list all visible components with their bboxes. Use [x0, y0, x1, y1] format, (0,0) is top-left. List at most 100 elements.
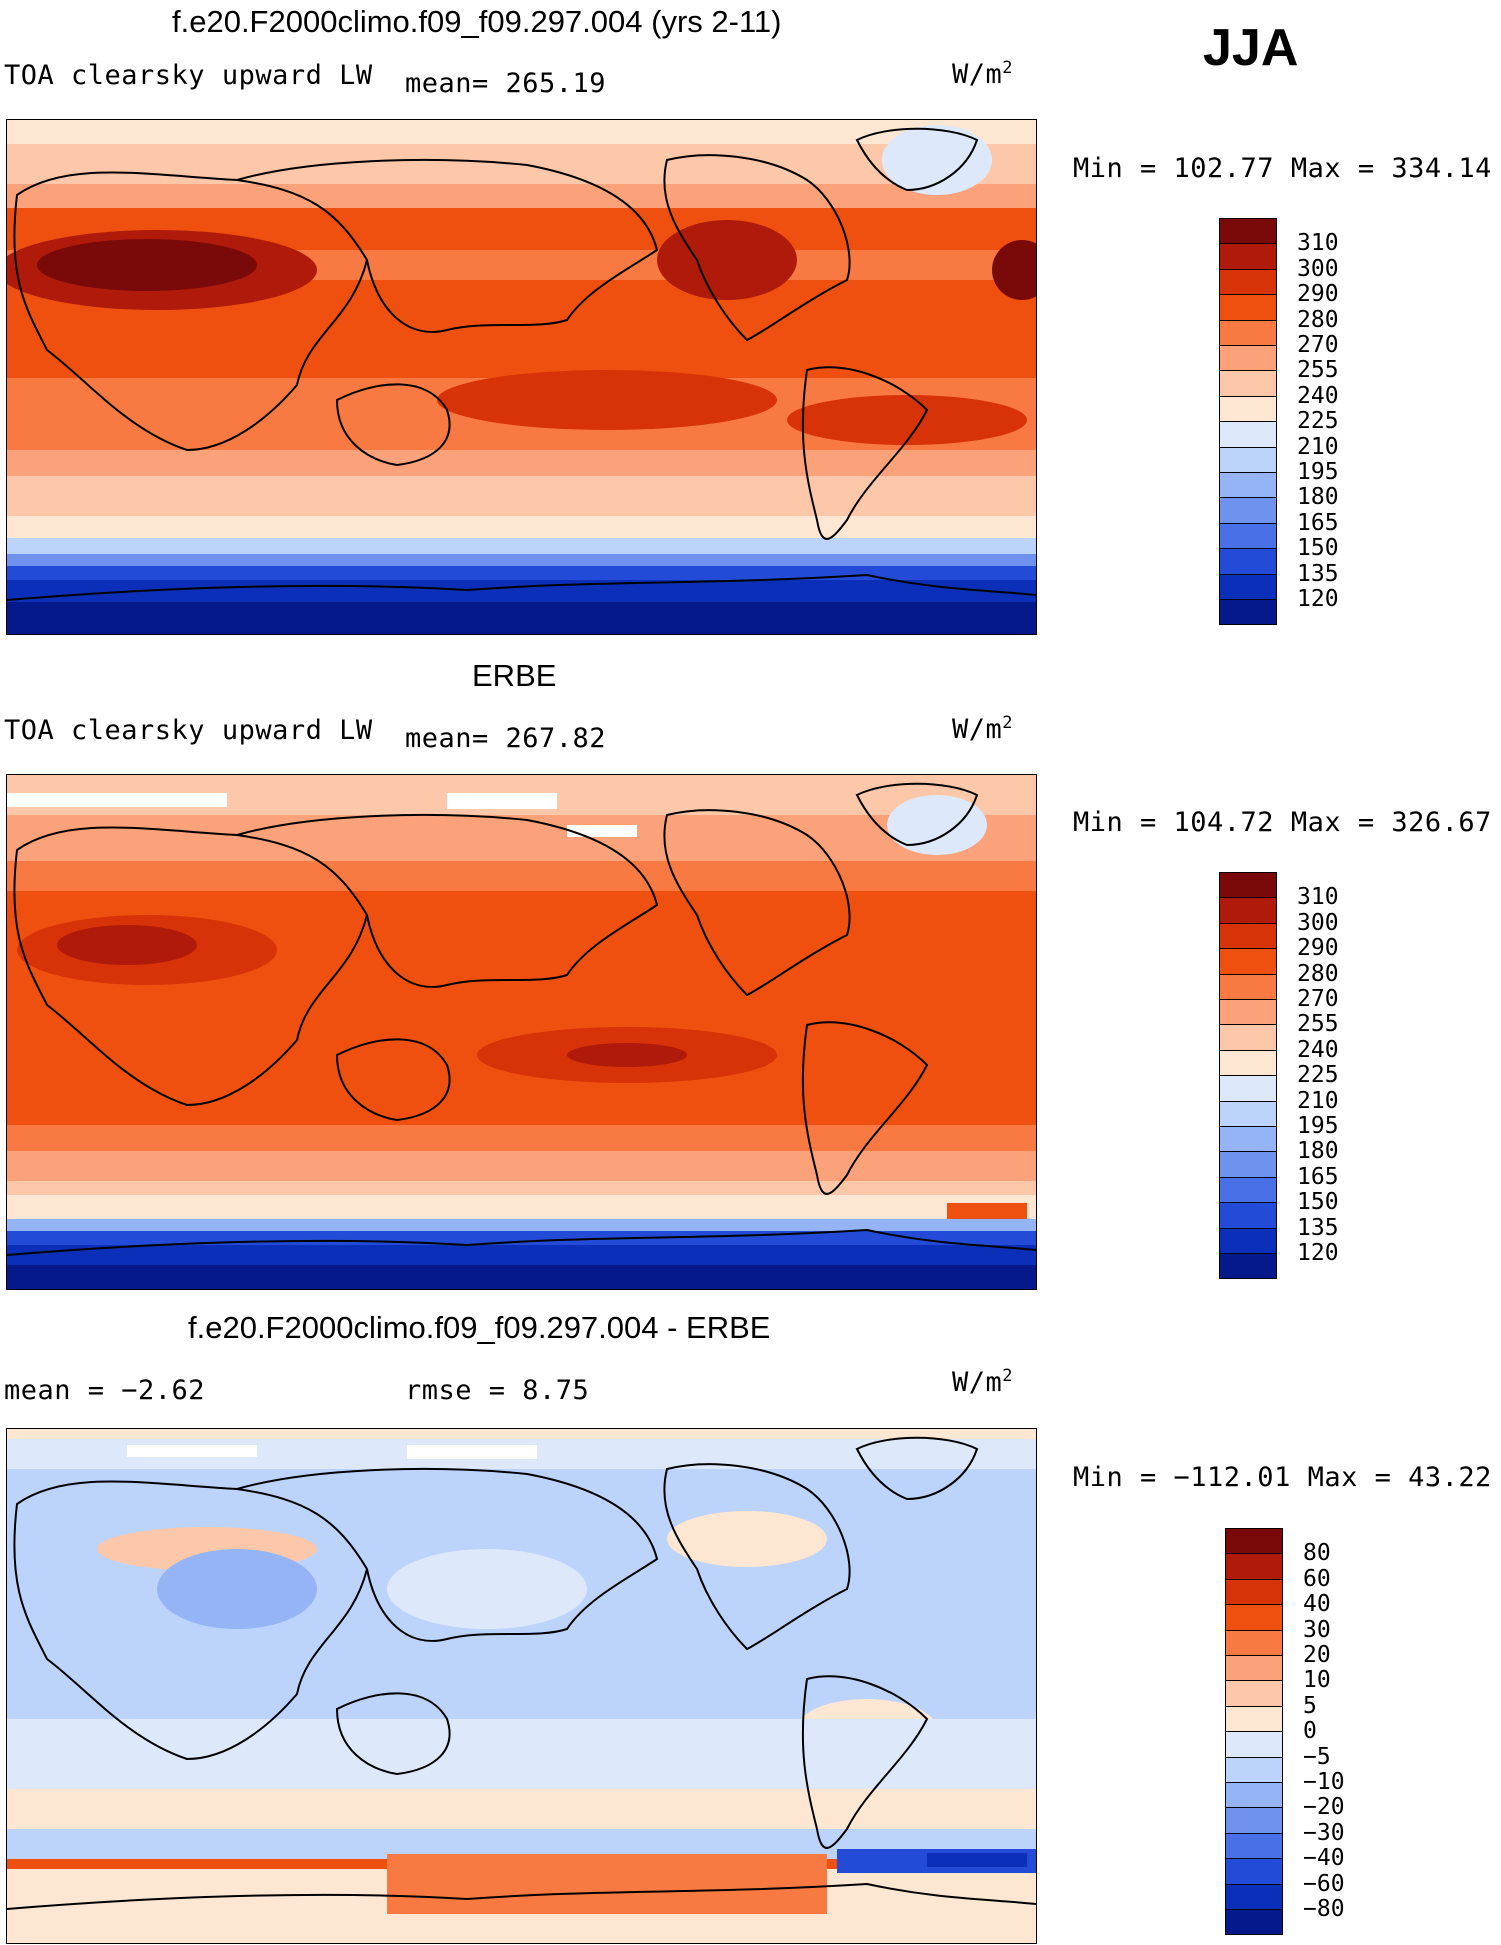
- colorbar-level-label: 300: [1297, 255, 1339, 282]
- colorbar-level-label: −60: [1303, 1870, 1345, 1897]
- colorbar-level-label: 150: [1297, 535, 1339, 562]
- colorbar-level-label: 180: [1297, 484, 1339, 511]
- colorbar-level-label: 240: [1297, 382, 1339, 409]
- colorbar-swatch: [1225, 1655, 1283, 1682]
- colorbar-level-label: 180: [1297, 1138, 1339, 1165]
- colorbar-swatch: [1219, 1227, 1277, 1254]
- colorbar-swatch: [1219, 294, 1277, 321]
- colorbar-level-label: 270: [1297, 332, 1339, 358]
- panel2-mean: mean= 267.82: [405, 723, 607, 754]
- colorbar-level-label: 300: [1297, 909, 1339, 936]
- colorbar-swatch: [1225, 1604, 1283, 1631]
- colorbar-level-label: −30: [1303, 1819, 1345, 1846]
- colorbar-swatch: [1225, 1909, 1283, 1936]
- colorbar-level-label: 255: [1297, 1011, 1339, 1038]
- panel3-mean: mean = −2.62: [4, 1375, 206, 1406]
- panel1-units: W/m2: [952, 58, 1014, 90]
- colorbar-swatch: [1225, 1782, 1283, 1809]
- colorbar-swatch: [1219, 243, 1277, 270]
- colorbar-swatch: [1225, 1832, 1283, 1860]
- colorbar-level-label: 280: [1297, 306, 1339, 333]
- colorbar-level-label: 290: [1297, 281, 1339, 308]
- colorbar-level-label: 10: [1303, 1667, 1331, 1694]
- colorbar-swatch: [1219, 1202, 1277, 1229]
- colorbar-level-label: 310: [1297, 884, 1339, 911]
- colorbar-level-label: 225: [1297, 408, 1339, 435]
- colorbar-swatch: [1225, 1807, 1283, 1834]
- colorbar-swatch: [1225, 1680, 1283, 1707]
- colorbar-swatch: [1219, 1049, 1277, 1077]
- colorbar-swatch: [1225, 1528, 1283, 1555]
- colorbar-level-label: 280: [1297, 960, 1339, 987]
- colorbar-swatch: [1219, 599, 1277, 626]
- panel2-variable: TOA clearsky upward LW: [4, 715, 373, 746]
- colorbar-swatch: [1219, 1151, 1277, 1178]
- colorbar-swatch: [1225, 1858, 1283, 1885]
- colorbar-swatch: [1219, 268, 1277, 296]
- colorbar-swatch: [1225, 1629, 1283, 1656]
- colorbar-swatch: [1219, 1253, 1277, 1280]
- colorbar-level-label: 225: [1297, 1062, 1339, 1089]
- colorbar-level-label: 195: [1297, 1113, 1339, 1139]
- panel1-title: f.e20.F2000climo.f09_f09.297.004 (yrs 2-…: [172, 4, 782, 39]
- colorbar-level-label: 210: [1297, 1087, 1339, 1114]
- colorbar-level-label: 0: [1303, 1718, 1317, 1745]
- colorbar-swatch: [1219, 548, 1277, 575]
- colorbar-level-label: 120: [1297, 586, 1339, 612]
- panel2-map: [6, 774, 1037, 1290]
- panel3-map: [6, 1428, 1037, 1944]
- colorbar-swatch: [1219, 446, 1277, 473]
- colorbar-level-label: 150: [1297, 1189, 1339, 1216]
- colorbar-swatch: [1219, 345, 1277, 372]
- panel2-units: W/m2: [952, 713, 1014, 745]
- colorbar-swatch: [1225, 1705, 1283, 1733]
- colorbar-level-label: 30: [1303, 1616, 1331, 1643]
- colorbar-level-label: 240: [1297, 1036, 1339, 1063]
- panel2-map-plot: [7, 775, 1036, 1289]
- colorbar-level-label: 80: [1303, 1540, 1331, 1567]
- colorbar-swatch: [1219, 1176, 1277, 1204]
- colorbar-swatch: [1219, 1100, 1277, 1127]
- colorbar-swatch: [1219, 897, 1277, 924]
- panel1-variable: TOA clearsky upward LW: [4, 60, 373, 91]
- colorbar-level-label: 310: [1297, 230, 1339, 257]
- colorbar-level-label: 40: [1303, 1591, 1331, 1618]
- colorbar-swatch: [1219, 999, 1277, 1026]
- colorbar-swatch: [1219, 872, 1277, 899]
- panel3-title: f.e20.F2000climo.f09_f09.297.004 - ERBE: [188, 1310, 771, 1345]
- colorbar-swatch: [1219, 319, 1277, 346]
- panel3-map-plot: [7, 1429, 1036, 1943]
- colorbar-level-label: 290: [1297, 935, 1339, 962]
- panel1-map: [6, 119, 1037, 635]
- colorbar-level-label: −5: [1303, 1743, 1331, 1770]
- colorbar-swatch: [1219, 1024, 1277, 1051]
- colorbar-swatch: [1219, 370, 1277, 397]
- colorbar-swatch: [1225, 1578, 1283, 1606]
- colorbar-level-label: 120: [1297, 1240, 1339, 1266]
- panel2-minmax: Min = 104.72 Max = 326.67: [1073, 807, 1492, 838]
- colorbar-level-label: 20: [1303, 1642, 1331, 1668]
- colorbar-swatch: [1225, 1883, 1283, 1910]
- panel3-units: W/m2: [952, 1366, 1014, 1398]
- colorbar-level-label: 255: [1297, 357, 1339, 384]
- colorbar-swatch: [1219, 973, 1277, 1000]
- colorbar-swatch: [1219, 218, 1277, 245]
- season-label: JJA: [1203, 19, 1299, 77]
- colorbar-swatch: [1219, 1126, 1277, 1153]
- colorbar-swatch: [1219, 1075, 1277, 1102]
- colorbar-level-label: 60: [1303, 1565, 1331, 1592]
- colorbar-level-label: 195: [1297, 459, 1339, 485]
- colorbar-level-label: 5: [1303, 1692, 1317, 1719]
- panel3-minmax: Min = −112.01 Max = 43.22: [1073, 1462, 1492, 1493]
- colorbar-swatch: [1219, 948, 1277, 975]
- colorbar-level-label: 135: [1297, 560, 1339, 587]
- colorbar-level-label: −40: [1303, 1845, 1345, 1872]
- colorbar-swatch: [1219, 522, 1277, 550]
- colorbar-level-label: −20: [1303, 1794, 1345, 1821]
- colorbar-level-label: −80: [1303, 1896, 1345, 1922]
- colorbar-level-label: 210: [1297, 433, 1339, 460]
- colorbar-level-label: −10: [1303, 1769, 1345, 1795]
- colorbar-swatch: [1219, 395, 1277, 423]
- colorbar-swatch: [1225, 1731, 1283, 1758]
- colorbar-level-label: 135: [1297, 1214, 1339, 1241]
